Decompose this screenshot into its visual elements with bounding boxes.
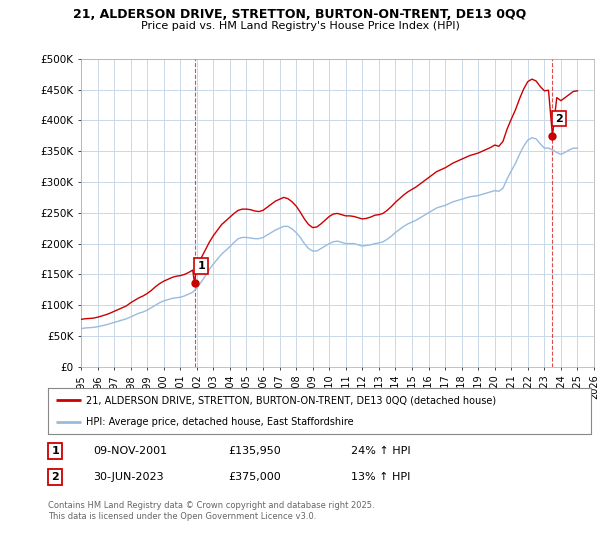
Text: 09-NOV-2001: 09-NOV-2001 (93, 446, 167, 456)
Text: 13% ↑ HPI: 13% ↑ HPI (351, 472, 410, 482)
Text: 30-JUN-2023: 30-JUN-2023 (93, 472, 164, 482)
Text: £135,950: £135,950 (228, 446, 281, 456)
Text: 1: 1 (52, 446, 59, 456)
Text: 21, ALDERSON DRIVE, STRETTON, BURTON-ON-TRENT, DE13 0QQ: 21, ALDERSON DRIVE, STRETTON, BURTON-ON-… (73, 8, 527, 21)
Text: 2: 2 (52, 472, 59, 482)
Text: 1: 1 (197, 261, 205, 271)
Text: £375,000: £375,000 (228, 472, 281, 482)
Text: 21, ALDERSON DRIVE, STRETTON, BURTON-ON-TRENT, DE13 0QQ (detached house): 21, ALDERSON DRIVE, STRETTON, BURTON-ON-… (86, 395, 496, 405)
Text: Price paid vs. HM Land Registry's House Price Index (HPI): Price paid vs. HM Land Registry's House … (140, 21, 460, 31)
Text: 24% ↑ HPI: 24% ↑ HPI (351, 446, 410, 456)
Text: Contains HM Land Registry data © Crown copyright and database right 2025.
This d: Contains HM Land Registry data © Crown c… (48, 501, 374, 521)
Text: 2: 2 (555, 114, 563, 124)
Text: HPI: Average price, detached house, East Staffordshire: HPI: Average price, detached house, East… (86, 417, 353, 427)
